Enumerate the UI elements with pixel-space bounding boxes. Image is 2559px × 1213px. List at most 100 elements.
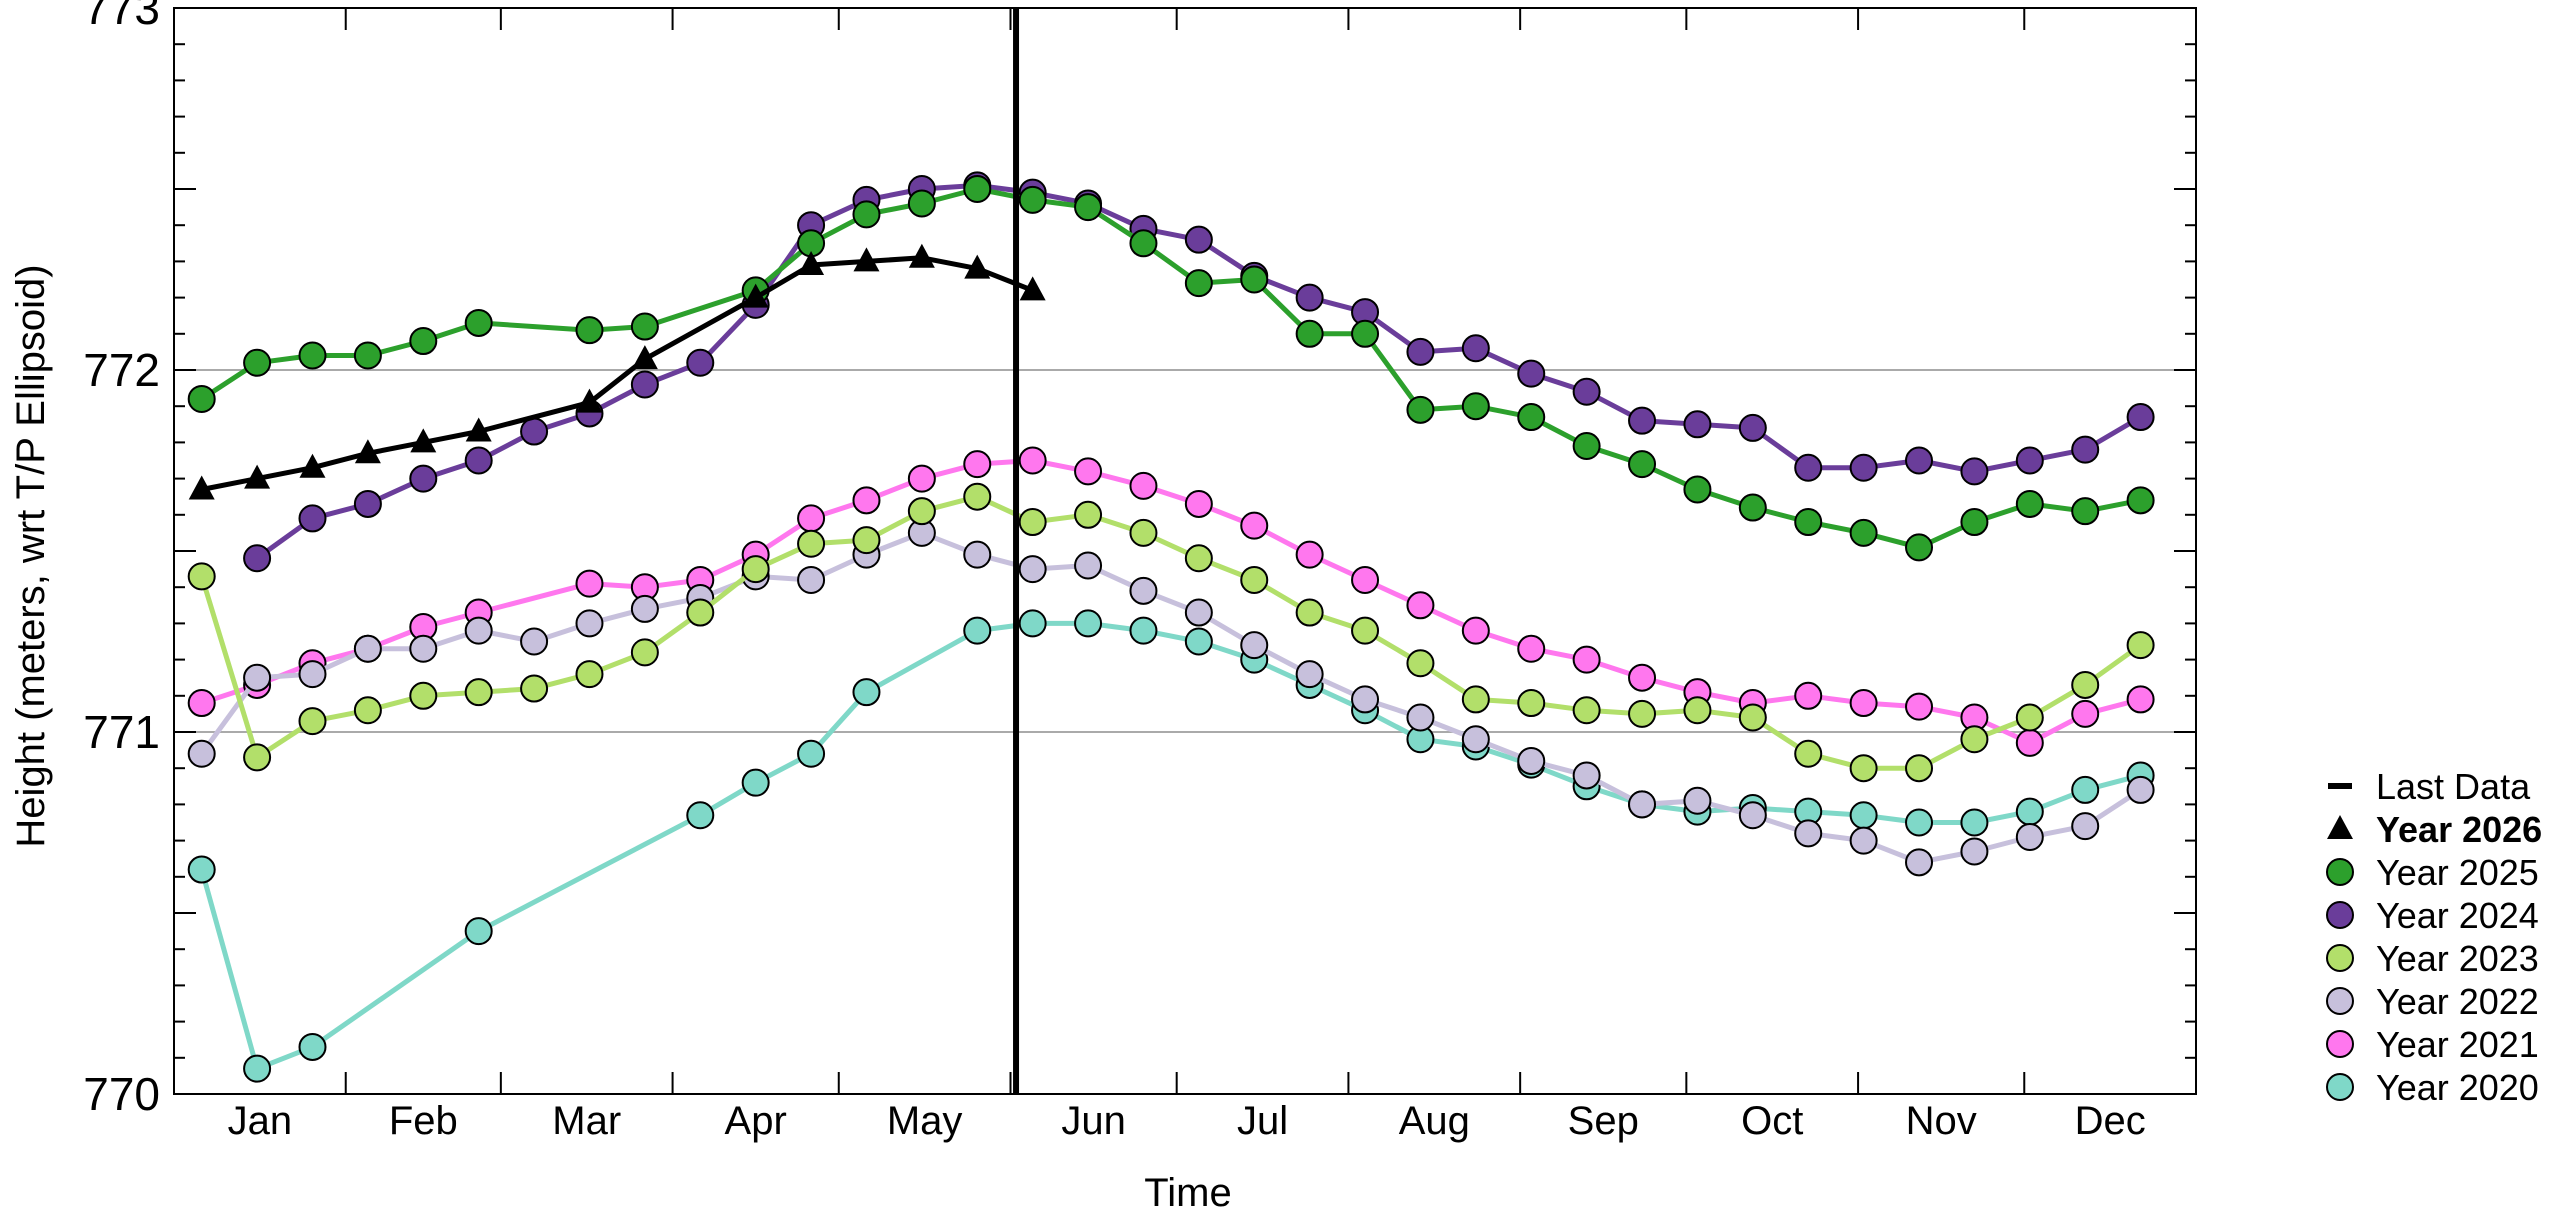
series-point (1572, 377, 1601, 406)
series-point (188, 475, 215, 500)
legend-marker (2326, 944, 2354, 972)
series-point (631, 345, 658, 370)
series-point (2015, 446, 2044, 475)
series-point (1351, 616, 1380, 645)
series-point (298, 660, 327, 689)
series-point (243, 348, 272, 377)
series-point (963, 540, 992, 569)
series-point (2015, 822, 2044, 851)
series-point (1406, 337, 1435, 366)
series-point (1184, 598, 1213, 627)
series-point (187, 855, 216, 884)
series-point (299, 453, 326, 478)
series-point (2071, 435, 2100, 464)
series-point (2126, 403, 2155, 432)
series-point (243, 663, 272, 692)
series-point (1461, 334, 1490, 363)
series-point (1849, 689, 1878, 718)
series-point (1572, 696, 1601, 725)
series-point (353, 696, 382, 725)
series-point (964, 254, 991, 279)
series-point (354, 439, 381, 464)
series-point (1683, 410, 1712, 439)
x-tick-label: Jan (228, 1099, 293, 1143)
x-tick-label: Apr (725, 1099, 787, 1143)
series-point (187, 562, 216, 591)
series-point (1849, 453, 1878, 482)
series-point (1794, 508, 1823, 537)
legend-marker (2326, 858, 2354, 886)
series-point (576, 388, 603, 413)
series-point (1074, 609, 1103, 638)
series-point (2015, 728, 2044, 757)
series-point (1240, 631, 1269, 660)
series-point (353, 634, 382, 663)
series-point (1351, 565, 1380, 594)
series-point (1960, 808, 1989, 837)
series-point (1240, 511, 1269, 540)
series-point (1295, 319, 1324, 348)
x-tick-label: Sep (1568, 1099, 1639, 1143)
series-point (2071, 775, 2100, 804)
series-point (741, 555, 770, 584)
series-point (187, 739, 216, 768)
series-point (630, 638, 659, 667)
series-point (410, 428, 437, 453)
series-point (464, 616, 493, 645)
legend-label: Year 2021 (2376, 1024, 2539, 1065)
legend-label: Year 2020 (2376, 1067, 2539, 1108)
legend-label: Year 2022 (2376, 981, 2539, 1022)
series-point (1628, 663, 1657, 692)
series-point (1628, 450, 1657, 479)
series-point (1295, 283, 1324, 312)
series-point (1628, 406, 1657, 435)
series-point (1683, 475, 1712, 504)
series-point (1295, 540, 1324, 569)
series-point (1019, 276, 1046, 301)
series-line (200, 186, 2142, 550)
series-point (2071, 812, 2100, 841)
x-axis-label: Time (1144, 1171, 1231, 1213)
series-point (409, 327, 438, 356)
series-point (243, 1054, 272, 1083)
series-point (1794, 739, 1823, 768)
series-point (1018, 555, 1047, 584)
series-point (1461, 392, 1490, 421)
series-point (1018, 609, 1047, 638)
series-point (1683, 786, 1712, 815)
series-point (1905, 808, 1934, 837)
series-point (187, 384, 216, 413)
series-point (464, 446, 493, 475)
y-axis-label: Height (meters, wrt T/P Ellipsoid) (9, 264, 53, 847)
series-point (1074, 457, 1103, 486)
series-point (1074, 193, 1103, 222)
legend-marker (2326, 901, 2354, 929)
series-point (298, 707, 327, 736)
x-tick-label: Aug (1399, 1099, 1470, 1143)
legend-label: Year 2025 (2376, 852, 2539, 893)
series-point (852, 486, 881, 515)
series-point (1794, 453, 1823, 482)
series-point (797, 565, 826, 594)
series-point (2126, 486, 2155, 515)
y-tick-label: 771 (83, 706, 160, 758)
x-tick-label: May (887, 1099, 963, 1143)
axes: 770 771 772 773 Jan Feb Mar Apr May Jun Jul Aug Sep O… (83, 0, 2197, 1143)
x-tick-label: Jul (1237, 1099, 1288, 1143)
series-point (2015, 489, 2044, 518)
series-point (464, 308, 493, 337)
series-point (741, 768, 770, 797)
series-point (1905, 446, 1934, 475)
series-point (575, 660, 604, 689)
series-point (1960, 725, 1989, 754)
series-point (1849, 754, 1878, 783)
series-point (963, 175, 992, 203)
grid-lines (174, 369, 2196, 733)
series-point (1572, 645, 1601, 674)
series-point (1905, 692, 1934, 721)
series-point (1517, 634, 1546, 663)
legend-marker (2326, 987, 2354, 1015)
series-point (2071, 670, 2100, 699)
series-point (742, 283, 769, 308)
